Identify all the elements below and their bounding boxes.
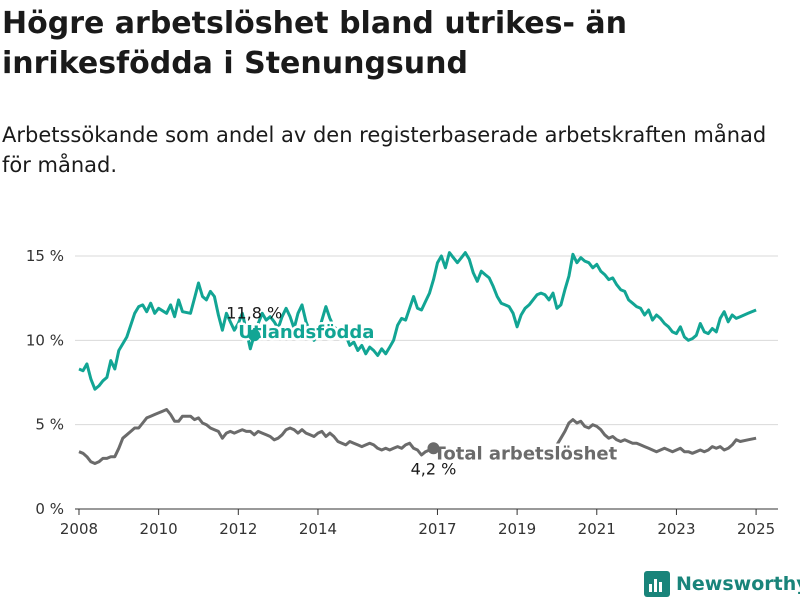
x-tick-label: 2012	[219, 520, 257, 538]
end-value-label-0: 11,8 %	[226, 303, 282, 322]
x-tick-label: 2023	[657, 520, 695, 538]
series-line-1	[256, 251, 757, 357]
end-value-label-2: 4,2 %	[411, 459, 457, 478]
series-line-2	[78, 408, 435, 465]
series-label-1: Total arbetslöshet	[433, 443, 617, 464]
y-tick-label: 15 %	[26, 247, 64, 265]
y-tick-label: 5 %	[35, 416, 64, 434]
x-tick-label: 2025	[737, 520, 775, 538]
newsworthy-logo: Newsworthy	[644, 570, 800, 598]
x-tick-label: 2010	[140, 520, 178, 538]
series-label-0: Utlandsfödda	[238, 322, 374, 343]
x-tick-label: 2021	[578, 520, 616, 538]
end-point-0	[248, 329, 261, 342]
series-line-3	[555, 418, 757, 455]
y-tick-label: 0 %	[35, 500, 64, 518]
newsworthy-logo-text: Newsworthy	[676, 573, 800, 595]
x-tick-label: 2014	[299, 520, 337, 538]
x-tick-label: 2019	[498, 520, 536, 538]
y-tick-label: 10 %	[26, 331, 64, 349]
x-tick-label: 2017	[418, 520, 456, 538]
newsworthy-logo-icon	[644, 571, 670, 597]
series-line-0	[78, 281, 256, 391]
x-tick-label: 2008	[60, 520, 98, 538]
end-point-2	[427, 442, 440, 455]
chart-subtitle: Arbetssökande som andel av den registerb…	[2, 123, 767, 177]
series-label-halo: Total arbetslöshet	[433, 443, 617, 464]
chart-title: Högre arbetslöshet bland utrikes- än inr…	[2, 6, 627, 81]
